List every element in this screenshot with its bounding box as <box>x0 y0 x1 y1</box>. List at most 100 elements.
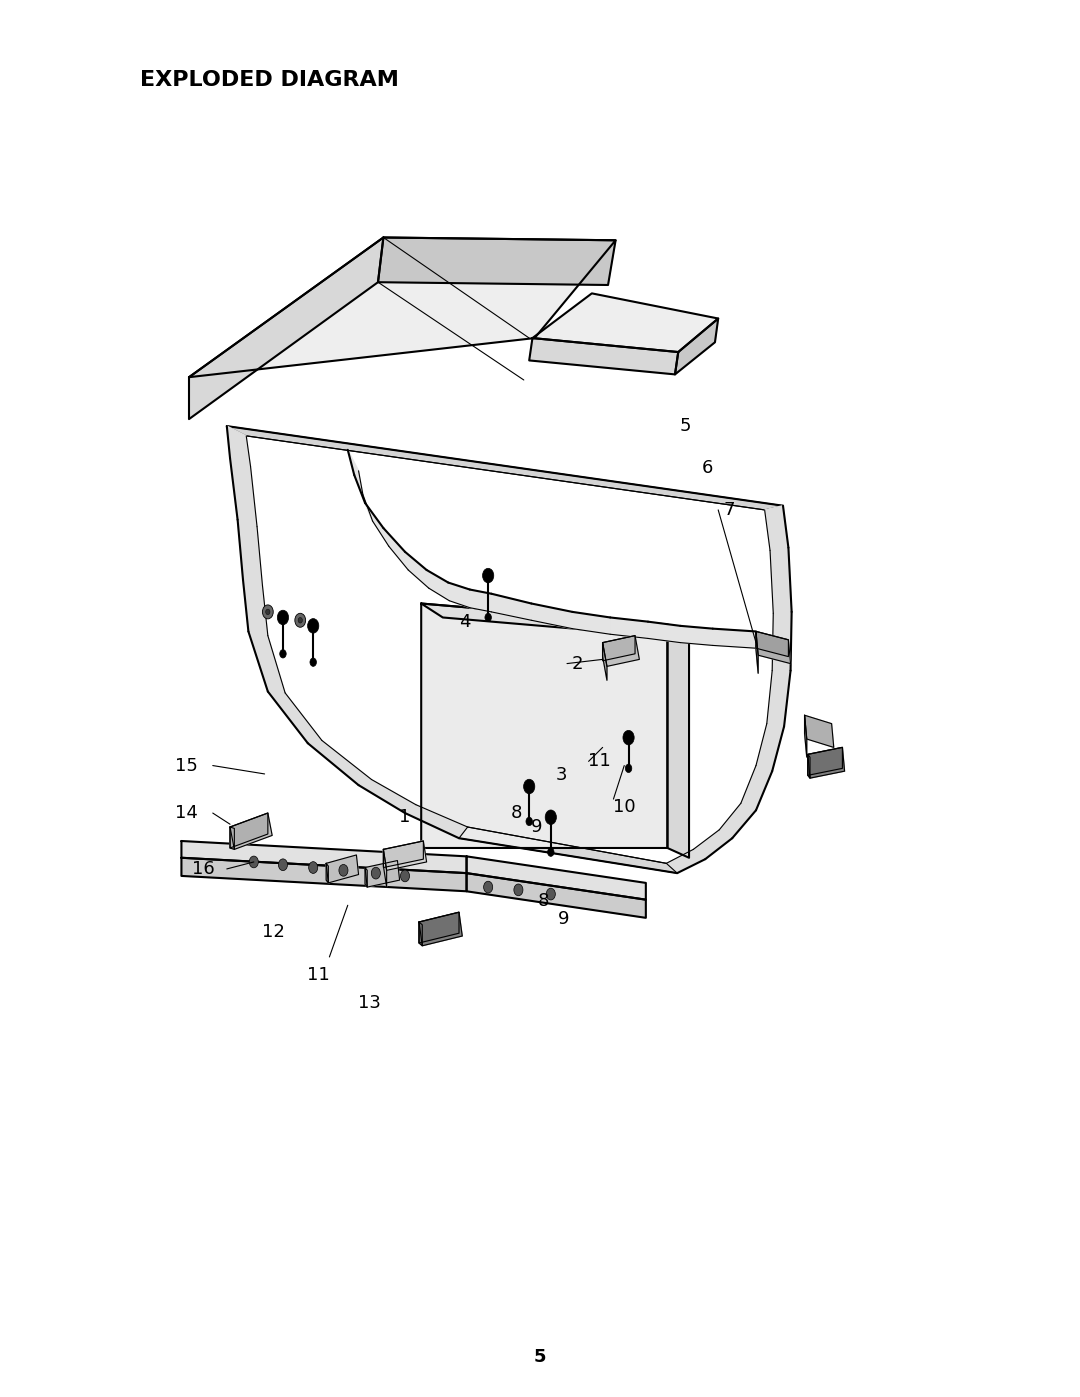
Polygon shape <box>189 237 383 419</box>
Polygon shape <box>419 912 459 943</box>
Polygon shape <box>770 548 792 613</box>
Polygon shape <box>572 612 610 634</box>
Polygon shape <box>359 780 416 813</box>
Polygon shape <box>675 319 718 374</box>
Polygon shape <box>756 631 788 657</box>
Polygon shape <box>756 631 791 664</box>
Circle shape <box>280 650 286 658</box>
Polygon shape <box>421 604 689 638</box>
Text: 16: 16 <box>191 861 215 877</box>
Polygon shape <box>405 805 468 838</box>
Polygon shape <box>680 626 713 645</box>
Polygon shape <box>531 604 572 629</box>
Text: EXPLODED DIAGRAM: EXPLODED DIAGRAM <box>140 70 400 89</box>
Text: 5: 5 <box>680 418 691 434</box>
Polygon shape <box>405 552 429 588</box>
Polygon shape <box>491 594 531 620</box>
Circle shape <box>372 868 380 879</box>
Circle shape <box>484 882 492 893</box>
Polygon shape <box>666 849 705 873</box>
Polygon shape <box>238 520 262 585</box>
Circle shape <box>526 817 532 826</box>
Text: 11: 11 <box>588 753 611 770</box>
Polygon shape <box>713 629 756 648</box>
Circle shape <box>295 613 306 627</box>
Circle shape <box>548 848 554 856</box>
Polygon shape <box>243 580 268 636</box>
Polygon shape <box>805 715 807 757</box>
Polygon shape <box>448 583 470 608</box>
Circle shape <box>308 619 319 633</box>
Circle shape <box>278 610 288 624</box>
Polygon shape <box>667 624 689 858</box>
Text: 8: 8 <box>538 893 549 909</box>
Circle shape <box>514 884 523 895</box>
Text: 5: 5 <box>534 1348 546 1366</box>
Text: 8: 8 <box>511 805 522 821</box>
Polygon shape <box>532 293 718 352</box>
Circle shape <box>401 870 409 882</box>
Text: 1: 1 <box>400 809 410 826</box>
Text: 4: 4 <box>459 613 470 630</box>
Polygon shape <box>529 338 678 374</box>
Circle shape <box>249 856 258 868</box>
Polygon shape <box>378 237 616 285</box>
Text: 15: 15 <box>175 757 199 774</box>
Polygon shape <box>230 813 268 848</box>
Text: 7: 7 <box>724 502 734 518</box>
Circle shape <box>545 810 556 824</box>
Text: 9: 9 <box>558 911 569 928</box>
Circle shape <box>546 888 555 900</box>
Polygon shape <box>181 858 467 891</box>
Text: 3: 3 <box>556 767 567 784</box>
Polygon shape <box>772 612 792 671</box>
Polygon shape <box>365 503 389 546</box>
Polygon shape <box>230 827 234 849</box>
Polygon shape <box>326 855 359 883</box>
Polygon shape <box>467 856 646 900</box>
Polygon shape <box>230 813 272 849</box>
Polygon shape <box>808 754 810 778</box>
Polygon shape <box>693 830 732 859</box>
Polygon shape <box>741 766 772 810</box>
Circle shape <box>266 609 270 615</box>
Text: 6: 6 <box>702 460 713 476</box>
Polygon shape <box>648 622 680 643</box>
Polygon shape <box>765 506 788 550</box>
Circle shape <box>298 617 302 623</box>
Circle shape <box>262 605 273 619</box>
Polygon shape <box>230 458 257 527</box>
Polygon shape <box>808 747 842 775</box>
Polygon shape <box>603 643 607 680</box>
Polygon shape <box>348 450 363 495</box>
Polygon shape <box>467 873 646 918</box>
Circle shape <box>483 569 494 583</box>
Polygon shape <box>805 715 834 747</box>
Polygon shape <box>383 528 408 570</box>
Polygon shape <box>365 861 400 887</box>
Text: 14: 14 <box>175 805 199 821</box>
Text: 9: 9 <box>531 819 542 835</box>
Circle shape <box>524 780 535 793</box>
Polygon shape <box>268 692 322 743</box>
Text: 13: 13 <box>357 995 381 1011</box>
Polygon shape <box>383 849 387 887</box>
Polygon shape <box>459 827 677 873</box>
Circle shape <box>279 859 287 870</box>
Polygon shape <box>767 671 791 726</box>
Polygon shape <box>719 803 756 838</box>
Text: 2: 2 <box>572 655 583 672</box>
Polygon shape <box>610 617 648 638</box>
Polygon shape <box>383 841 427 870</box>
Polygon shape <box>365 868 367 887</box>
Polygon shape <box>354 475 373 521</box>
Polygon shape <box>421 604 667 848</box>
Polygon shape <box>808 747 845 778</box>
Polygon shape <box>181 841 467 873</box>
Polygon shape <box>756 631 758 673</box>
Polygon shape <box>603 636 635 661</box>
Circle shape <box>625 764 632 773</box>
Polygon shape <box>189 237 616 377</box>
Polygon shape <box>419 922 422 946</box>
Text: 11: 11 <box>307 967 330 983</box>
